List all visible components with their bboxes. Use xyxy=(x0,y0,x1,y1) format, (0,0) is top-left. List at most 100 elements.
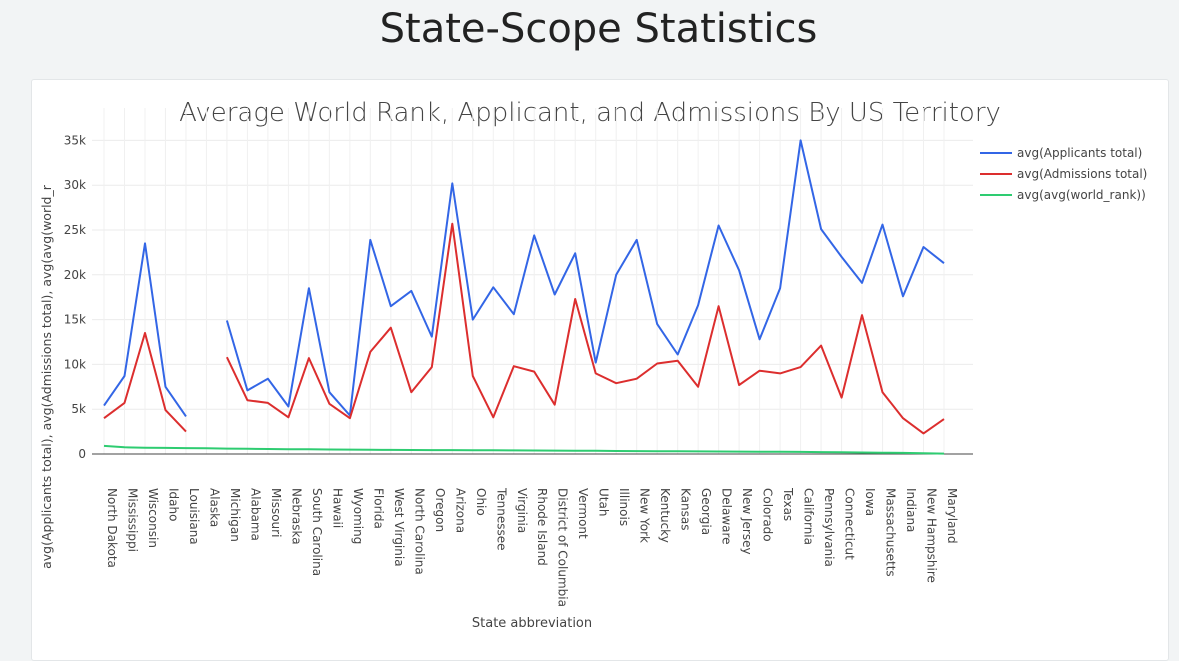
data-point[interactable] xyxy=(594,361,598,365)
data-point[interactable] xyxy=(737,383,741,387)
data-point[interactable] xyxy=(737,450,741,454)
data-point[interactable] xyxy=(819,344,823,348)
data-point[interactable] xyxy=(225,447,229,451)
data-point[interactable] xyxy=(450,448,454,452)
data-point[interactable] xyxy=(758,369,762,373)
line-chart[interactable]: Average World Rank, Applicant, and Admis… xyxy=(32,80,1168,637)
data-point[interactable] xyxy=(184,414,188,418)
data-point[interactable] xyxy=(389,326,393,330)
data-point[interactable] xyxy=(614,381,618,385)
data-point[interactable] xyxy=(163,385,167,389)
data-point[interactable] xyxy=(635,449,639,453)
data-point[interactable] xyxy=(553,403,557,407)
legend[interactable]: avg(Applicants total) avg(Admissions tota… xyxy=(980,146,1147,202)
data-point[interactable] xyxy=(266,447,270,451)
data-point[interactable] xyxy=(635,377,639,381)
data-point[interactable] xyxy=(163,446,167,450)
data-point[interactable] xyxy=(881,451,885,455)
data-point[interactable] xyxy=(799,450,803,454)
data-point[interactable] xyxy=(368,350,372,354)
data-point[interactable] xyxy=(491,415,495,419)
legend-item-1[interactable]: avg(Admissions total) xyxy=(980,167,1147,181)
data-point[interactable] xyxy=(450,181,454,185)
data-point[interactable] xyxy=(655,362,659,366)
data-point[interactable] xyxy=(512,364,516,368)
data-point[interactable] xyxy=(143,446,147,450)
legend-item-2[interactable]: avg(avg(world_rank)) xyxy=(980,188,1146,202)
data-point[interactable] xyxy=(737,268,741,272)
series-line-2[interactable] xyxy=(103,444,945,455)
data-point[interactable] xyxy=(799,365,803,369)
data-point[interactable] xyxy=(758,450,762,454)
data-point[interactable] xyxy=(901,451,905,455)
data-point[interactable] xyxy=(860,281,864,285)
data-point[interactable] xyxy=(409,390,413,394)
data-point[interactable] xyxy=(942,417,946,421)
data-point[interactable] xyxy=(942,452,946,456)
data-point[interactable] xyxy=(614,273,618,277)
data-point[interactable] xyxy=(819,450,823,454)
data-point[interactable] xyxy=(532,449,536,453)
data-point[interactable] xyxy=(676,353,680,357)
data-point[interactable] xyxy=(758,337,762,341)
data-point[interactable] xyxy=(696,449,700,453)
series-line-1[interactable] xyxy=(225,222,945,435)
data-point[interactable] xyxy=(881,390,885,394)
data-point[interactable] xyxy=(573,449,577,453)
data-point[interactable] xyxy=(676,359,680,363)
data-point[interactable] xyxy=(573,297,577,301)
data-point[interactable] xyxy=(778,286,782,290)
data-point[interactable] xyxy=(409,448,413,452)
data-point[interactable] xyxy=(553,449,557,453)
data-point[interactable] xyxy=(532,370,536,374)
data-point[interactable] xyxy=(635,238,639,242)
data-point[interactable] xyxy=(450,222,454,226)
data-point[interactable] xyxy=(717,449,721,453)
data-point[interactable] xyxy=(430,365,434,369)
data-point[interactable] xyxy=(327,402,331,406)
data-point[interactable] xyxy=(696,303,700,307)
data-point[interactable] xyxy=(840,255,844,259)
data-point[interactable] xyxy=(122,401,126,405)
data-point[interactable] xyxy=(286,447,290,451)
data-point[interactable] xyxy=(204,446,208,450)
data-point[interactable] xyxy=(184,446,188,450)
data-point[interactable] xyxy=(840,450,844,454)
series-line-0[interactable] xyxy=(225,139,945,417)
data-point[interactable] xyxy=(102,444,106,448)
data-point[interactable] xyxy=(573,251,577,255)
data-point[interactable] xyxy=(430,335,434,339)
data-point[interactable] xyxy=(307,286,311,290)
data-point[interactable] xyxy=(389,304,393,308)
data-point[interactable] xyxy=(266,401,270,405)
data-point[interactable] xyxy=(102,404,106,408)
data-point[interactable] xyxy=(655,449,659,453)
data-point[interactable] xyxy=(491,448,495,452)
data-point[interactable] xyxy=(655,322,659,326)
data-point[interactable] xyxy=(163,408,167,412)
data-point[interactable] xyxy=(860,313,864,317)
data-point[interactable] xyxy=(245,398,249,402)
data-point[interactable] xyxy=(286,405,290,409)
data-point[interactable] xyxy=(348,448,352,452)
data-point[interactable] xyxy=(225,318,229,322)
data-point[interactable] xyxy=(778,371,782,375)
data-point[interactable] xyxy=(512,312,516,316)
data-point[interactable] xyxy=(143,241,147,245)
data-point[interactable] xyxy=(594,371,598,375)
data-point[interactable] xyxy=(676,449,680,453)
data-point[interactable] xyxy=(368,238,372,242)
data-point[interactable] xyxy=(409,289,413,293)
data-point[interactable] xyxy=(471,318,475,322)
data-point[interactable] xyxy=(614,449,618,453)
data-point[interactable] xyxy=(901,416,905,420)
data-point[interactable] xyxy=(819,227,823,231)
data-point[interactable] xyxy=(307,447,311,451)
data-point[interactable] xyxy=(122,374,126,378)
data-point[interactable] xyxy=(368,448,372,452)
data-point[interactable] xyxy=(225,355,229,359)
data-point[interactable] xyxy=(327,390,331,394)
data-point[interactable] xyxy=(696,385,700,389)
data-point[interactable] xyxy=(143,331,147,335)
series-line-0[interactable] xyxy=(103,242,187,417)
